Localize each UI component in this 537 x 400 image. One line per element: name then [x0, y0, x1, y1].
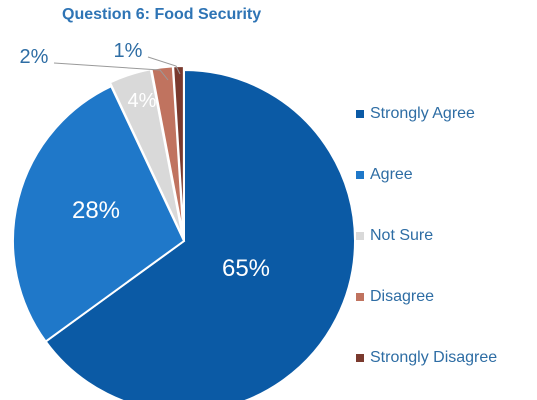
- data-label-agree: 28%: [72, 197, 120, 224]
- chart-title: Question 6: Food Security: [62, 6, 262, 23]
- leader-line-disagree: [53, 62, 169, 81]
- data-label-disagree: 2%: [20, 46, 49, 68]
- leader-line-strongly-disagree: [147, 56, 181, 75]
- legend-swatch-strongly-agree: [356, 110, 364, 118]
- data-label-not-sure: 4%: [128, 90, 157, 112]
- legend-item-disagree: Disagree: [356, 287, 434, 307]
- legend-label-strongly-agree: Strongly Agree: [370, 105, 475, 122]
- legend-swatch-agree: [356, 171, 364, 179]
- data-label-strongly-agree: 65%: [222, 255, 270, 282]
- legend-swatch-disagree: [356, 293, 364, 301]
- legend-item-strongly-disagree: Strongly Disagree: [356, 348, 497, 368]
- legend-swatch-not-sure: [356, 232, 364, 240]
- data-label-strongly-disagree: 1%: [114, 40, 143, 62]
- legend-label-not-sure: Not Sure: [370, 227, 434, 244]
- legend-item-agree: Agree: [356, 165, 413, 185]
- legend-swatch-strongly-disagree: [356, 354, 364, 362]
- legend-label-agree: Agree: [370, 166, 413, 183]
- pie-slice-agree: [12, 84, 186, 343]
- legend-item-not-sure: Not Sure: [356, 226, 433, 246]
- legend-item-strongly-agree: Strongly Agree: [356, 104, 475, 124]
- pie-slice-strongly-agree: [44, 68, 356, 400]
- legend-label-strongly-disagree: Strongly Disagree: [370, 349, 498, 366]
- pie-slice-strongly-disagree: [172, 65, 185, 238]
- legend-label-disagree: Disagree: [370, 288, 435, 305]
